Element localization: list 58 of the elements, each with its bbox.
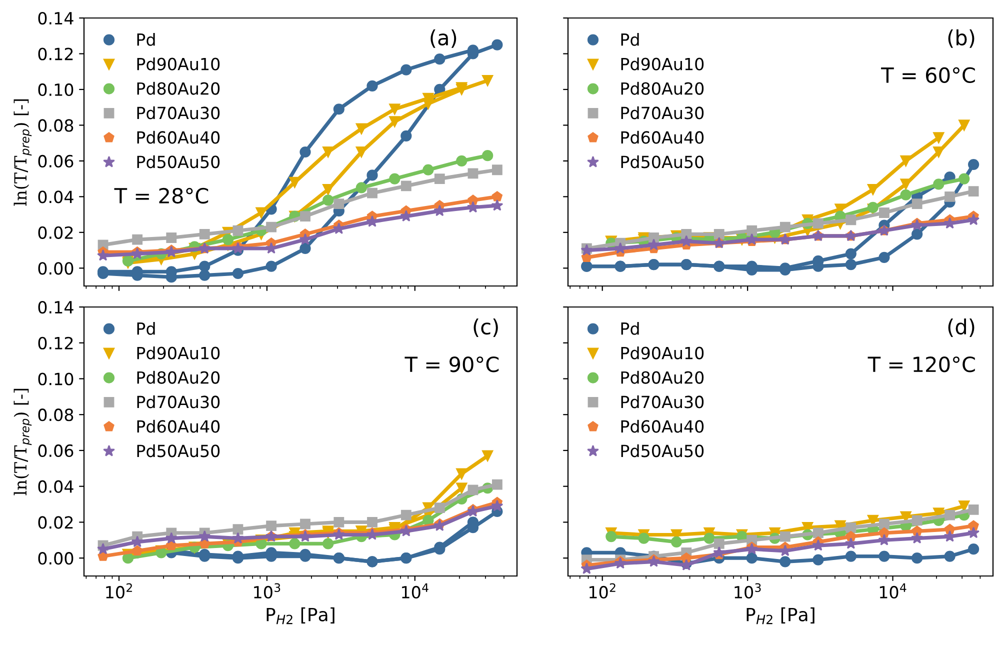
annotation: (c) bbox=[474, 318, 498, 338]
annotation: (a) bbox=[430, 29, 456, 48]
legend-label: Pd70Au30 bbox=[137, 395, 220, 408]
legend-label: Pd bbox=[621, 33, 639, 46]
x-axis-title: P$_{H2}$ [Pa] bbox=[266, 607, 334, 624]
annotation: (d) bbox=[948, 318, 974, 338]
x-tick-label: 10$^{4}$ bbox=[402, 583, 428, 599]
legend-label: Pd70Au30 bbox=[621, 106, 704, 120]
legend-label: Pd50Au50 bbox=[137, 155, 220, 168]
y-axis-title: ln(T/T$_{prep}$) [-] bbox=[14, 388, 32, 496]
legend-label: Pd50Au50 bbox=[137, 444, 220, 458]
annotation: (b) bbox=[948, 29, 974, 48]
x-axis-title: P$_{H2}$ [Pa] bbox=[746, 607, 814, 624]
legend-label: Pd bbox=[137, 322, 155, 335]
y-tick-label: 0.08 bbox=[38, 119, 74, 132]
annotation: T = 60°C bbox=[881, 67, 975, 84]
annotation: T = 90°C bbox=[404, 356, 499, 372]
legend-label: Pd70Au30 bbox=[621, 395, 704, 408]
legend-label: Pd60Au40 bbox=[137, 420, 220, 433]
y-tick-label: 0.02 bbox=[38, 516, 73, 529]
legend-label: Pd50Au50 bbox=[621, 444, 704, 458]
x-tick-label: 10$^{3}$ bbox=[734, 583, 761, 598]
y-tick-label: 0.02 bbox=[38, 226, 73, 239]
y-tick-label: 0.08 bbox=[38, 408, 74, 422]
y-tick-label: 0.04 bbox=[38, 480, 74, 493]
legend-label: Pd90Au10 bbox=[137, 57, 220, 70]
y-axis-title: ln(T/T$_{prep}$) [-] bbox=[14, 99, 32, 206]
x-tick-label: 10$^{2}$ bbox=[106, 583, 132, 598]
annotation: T = 28°C bbox=[114, 188, 208, 204]
legend-label: Pd90Au10 bbox=[137, 346, 220, 360]
legend-label: Pd80Au20 bbox=[137, 370, 220, 384]
x-tick-label: 10$^{3}$ bbox=[254, 583, 280, 598]
y-tick-label: 0.00 bbox=[38, 262, 74, 275]
y-tick-label: 0.10 bbox=[38, 83, 74, 96]
legend-label: Pd80Au20 bbox=[621, 370, 704, 384]
x-tick-label: 10$^{4}$ bbox=[880, 583, 906, 599]
legend-label: Pd80Au20 bbox=[137, 82, 220, 95]
legend-label: Pd60Au40 bbox=[621, 130, 704, 144]
y-tick-label: 0.04 bbox=[38, 190, 74, 204]
y-tick-label: 0.00 bbox=[38, 552, 74, 565]
legend-label: Pd90Au10 bbox=[621, 57, 704, 70]
y-tick-label: 0.12 bbox=[38, 336, 73, 350]
y-tick-label: 0.06 bbox=[38, 444, 74, 458]
y-tick-label: 0.14 bbox=[38, 12, 74, 25]
annotation: T = 120°C bbox=[868, 356, 975, 372]
legend-label: Pd70Au30 bbox=[137, 106, 220, 120]
legend-label: Pd50Au50 bbox=[621, 155, 704, 168]
legend-label: Pd bbox=[621, 322, 639, 335]
x-tick-label: 10$^{2}$ bbox=[590, 583, 616, 598]
legend-label: Pd bbox=[137, 33, 155, 46]
y-tick-label: 0.14 bbox=[38, 300, 74, 314]
y-tick-label: 0.06 bbox=[38, 154, 74, 168]
legend-label: Pd60Au40 bbox=[137, 130, 220, 144]
legend-label: Pd80Au20 bbox=[621, 82, 704, 95]
y-tick-label: 0.12 bbox=[38, 48, 73, 60]
legend-label: Pd90Au10 bbox=[621, 346, 704, 360]
y-tick-label: 0.10 bbox=[38, 372, 74, 386]
legend-label: Pd60Au40 bbox=[621, 420, 704, 433]
